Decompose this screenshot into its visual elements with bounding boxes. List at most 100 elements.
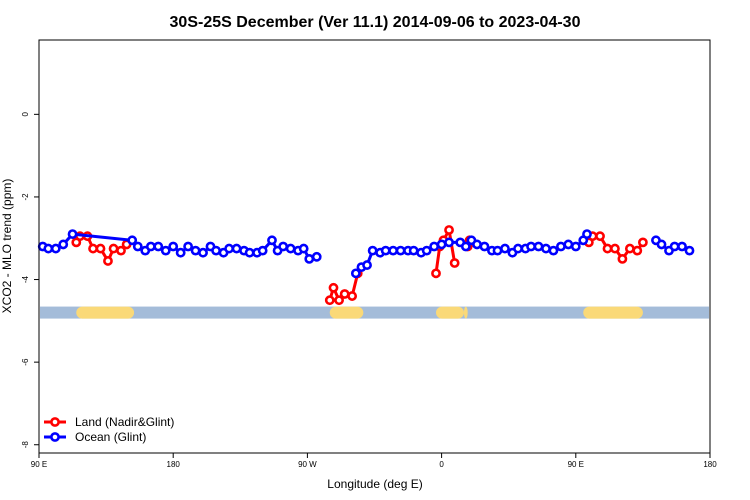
series-1-point-64 — [563, 239, 574, 250]
series-1-point-25 — [267, 235, 277, 246]
series-1-point-4 — [67, 229, 78, 240]
series-0-point-12 — [339, 289, 350, 299]
series-1-point-54 — [492, 245, 503, 256]
x-tick-label-0: 90 E — [31, 460, 47, 469]
series-1-point-57 — [513, 243, 523, 254]
legend-marker-0 — [50, 417, 60, 427]
legend-label-1: Ocean (Glint) — [75, 430, 146, 444]
legend: Land (Nadir&Glint)Ocean (Glint) — [44, 415, 174, 444]
series-0-point-4 — [95, 243, 106, 254]
y-tick-label-4: -8 — [21, 441, 30, 449]
series-1-point-72 — [677, 241, 687, 252]
series-1 — [37, 229, 695, 279]
series-1-point-13 — [183, 241, 194, 252]
series-1-point-6 — [132, 241, 143, 252]
series-1-point-47 — [444, 237, 454, 248]
series-1-point-24 — [257, 245, 268, 256]
x-tick-label-3: 0 — [439, 460, 444, 469]
land-band-3 — [463, 306, 468, 319]
series-0-point-7 — [116, 245, 126, 256]
series-1-point-60 — [533, 241, 544, 252]
land-band-1 — [329, 306, 364, 319]
series-0-point-28 — [624, 243, 635, 254]
x-tick-label-2: 90 W — [298, 460, 317, 469]
series-1-point-14 — [190, 245, 201, 256]
series-1-point-17 — [211, 245, 221, 256]
series-1-point-71 — [669, 241, 680, 252]
series-1-point-30 — [298, 243, 309, 254]
series-0-point-27 — [617, 253, 628, 264]
series-0-point-29 — [632, 245, 643, 256]
series-0-point-3 — [88, 243, 98, 254]
series-1-point-22 — [244, 247, 255, 258]
series-1-point-52 — [479, 241, 490, 252]
y-tick-label-1: -2 — [21, 193, 30, 201]
series-1-point-3 — [58, 239, 69, 250]
x-axis: 90 E 180 90 W 0 90 E 180 — [31, 453, 717, 469]
series-1-point-27 — [278, 241, 289, 252]
land-band-2 — [436, 306, 464, 319]
land-band-4 — [583, 306, 643, 319]
series-1-point-42 — [408, 245, 419, 256]
series-1-point-32 — [311, 251, 322, 262]
series-0-point-11 — [334, 295, 344, 306]
y-axis-label: XCO2 - MLO trend (ppm) — [0, 179, 14, 314]
series-1-point-8 — [145, 241, 156, 252]
series-layer — [37, 225, 695, 306]
series-1-point-73 — [684, 245, 695, 256]
series-0-point-30 — [638, 237, 648, 248]
legend-label-0: Land (Nadir&Glint) — [75, 415, 174, 429]
y-axis: 0 -2 -4 -6 -8 — [21, 112, 39, 449]
series-1-point-49 — [460, 241, 471, 252]
series-1-point-1 — [43, 243, 54, 254]
series-0-point-19 — [449, 258, 460, 268]
series-1-point-28 — [285, 243, 296, 254]
ocean-band — [40, 306, 709, 319]
series-1-point-20 — [231, 243, 242, 254]
series-1-point-36 — [367, 245, 378, 256]
series-1-point-44 — [421, 245, 432, 256]
series-1-point-2 — [50, 243, 61, 254]
series-1-point-12 — [175, 247, 186, 258]
series-0-point-9 — [324, 295, 335, 306]
series-1-point-65 — [570, 241, 581, 252]
series-0-point-26 — [610, 243, 620, 254]
series-1-point-62 — [548, 245, 559, 256]
series-1-point-19 — [224, 243, 235, 254]
x-tick-label-4: 90 E — [568, 460, 584, 469]
series-1-point-55 — [500, 243, 510, 254]
y-tick-label-2: -4 — [21, 275, 30, 283]
legend-marker-1 — [50, 432, 60, 442]
series-1-point-11 — [168, 241, 179, 252]
legend-item-0: Land (Nadir&Glint) — [44, 415, 174, 429]
series-1-point-35 — [362, 260, 372, 270]
series-1-point-63 — [555, 241, 566, 252]
series-1-point-39 — [388, 245, 399, 256]
series-0-point-15 — [431, 268, 441, 279]
y-tick-label-3: -6 — [21, 358, 30, 366]
series-1-point-5 — [127, 235, 138, 246]
series-1-point-69 — [656, 239, 667, 250]
series-1-point-40 — [395, 245, 406, 256]
x-axis-label: Longitude (deg E) — [327, 477, 422, 491]
series-1-point-9 — [153, 241, 164, 252]
plot-frame — [38, 39, 711, 454]
series-0-point-25 — [602, 243, 613, 254]
series-1-point-45 — [429, 241, 440, 252]
series-1-point-33 — [350, 268, 361, 279]
series-1-point-59 — [526, 241, 536, 252]
series-1-point-31 — [304, 253, 315, 264]
series-0-point-5 — [103, 256, 113, 266]
series-1-point-46 — [436, 239, 447, 250]
series-1-point-67 — [582, 229, 592, 240]
legend-item-1: Ocean (Glint) — [44, 430, 146, 444]
series-0-point-18 — [444, 225, 454, 235]
x-tick-label-1: 180 — [167, 460, 181, 469]
surface-band — [40, 306, 709, 319]
series-0-point-10 — [328, 282, 339, 293]
y-tick-label-0: 0 — [21, 112, 30, 117]
series-1-point-15 — [198, 247, 208, 258]
series-1-point-38 — [380, 245, 391, 256]
series-1-point-61 — [541, 243, 551, 254]
